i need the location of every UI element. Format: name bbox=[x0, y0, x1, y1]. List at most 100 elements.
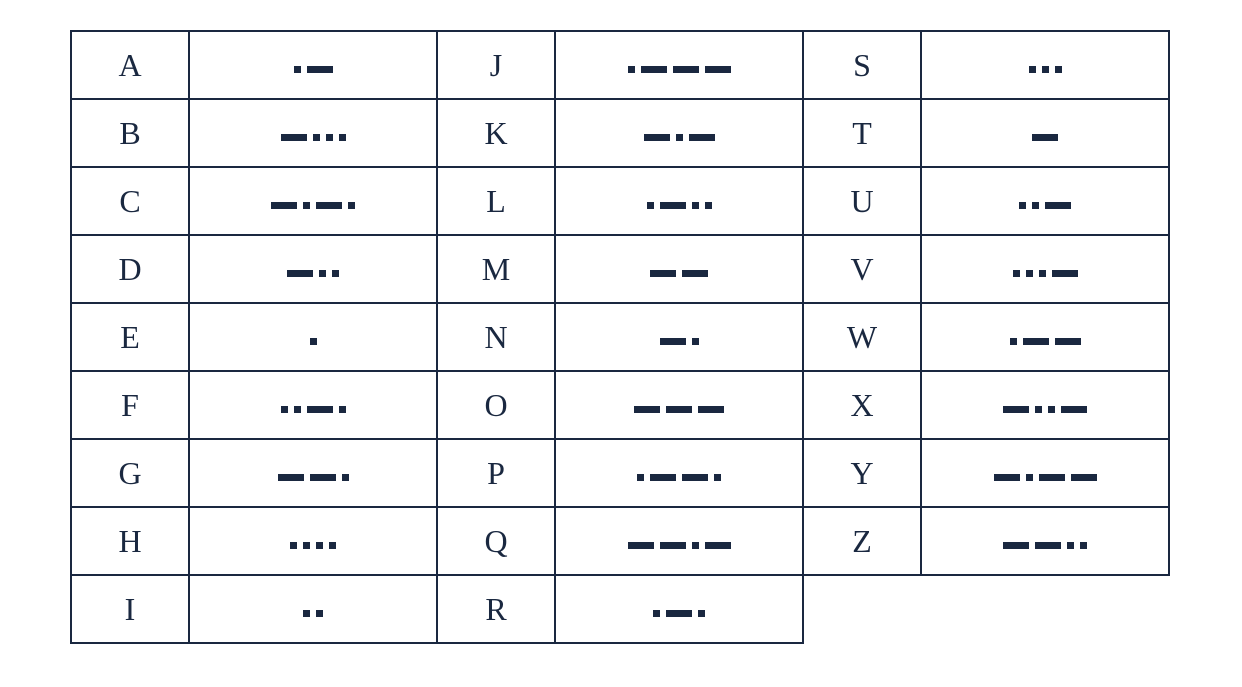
dot-icon bbox=[281, 406, 288, 413]
dot-icon bbox=[339, 134, 346, 141]
morse-code-symbols bbox=[294, 66, 333, 73]
morse-code-cell bbox=[189, 235, 437, 303]
morse-code-cell bbox=[921, 507, 1169, 575]
dot-icon bbox=[294, 406, 301, 413]
dash-icon bbox=[1055, 338, 1081, 345]
dot-icon bbox=[714, 474, 721, 481]
dot-icon bbox=[1035, 406, 1042, 413]
dot-icon bbox=[1010, 338, 1017, 345]
table-row: GPY bbox=[71, 439, 1169, 507]
morse-code-symbols bbox=[628, 66, 731, 73]
morse-code-symbols bbox=[1010, 338, 1081, 345]
morse-code-symbols bbox=[290, 542, 336, 549]
dash-icon bbox=[628, 542, 654, 549]
letter-cell: Q bbox=[437, 507, 555, 575]
dot-icon bbox=[1019, 202, 1026, 209]
letter-cell: Y bbox=[803, 439, 921, 507]
dash-icon bbox=[1071, 474, 1097, 481]
dot-icon bbox=[1032, 202, 1039, 209]
morse-code-cell bbox=[921, 99, 1169, 167]
dash-icon bbox=[1003, 542, 1029, 549]
morse-code-cell bbox=[921, 235, 1169, 303]
dash-icon bbox=[705, 542, 731, 549]
morse-code-symbols bbox=[644, 134, 715, 141]
letter-cell: J bbox=[437, 31, 555, 99]
dot-icon bbox=[303, 202, 310, 209]
dash-icon bbox=[644, 134, 670, 141]
morse-code-symbols bbox=[281, 406, 346, 413]
table-row: AJS bbox=[71, 31, 1169, 99]
morse-code-cell bbox=[189, 31, 437, 99]
dot-icon bbox=[1013, 270, 1020, 277]
morse-code-cell bbox=[189, 99, 437, 167]
dot-icon bbox=[1026, 474, 1033, 481]
morse-code-cell bbox=[189, 575, 437, 643]
letter-cell: M bbox=[437, 235, 555, 303]
letter-cell: W bbox=[803, 303, 921, 371]
dot-icon bbox=[1048, 406, 1055, 413]
morse-code-cell bbox=[555, 31, 803, 99]
dash-icon bbox=[1052, 270, 1078, 277]
morse-code-symbols bbox=[1029, 66, 1062, 73]
morse-code-cell bbox=[921, 303, 1169, 371]
dot-icon bbox=[316, 542, 323, 549]
letter-cell: R bbox=[437, 575, 555, 643]
dot-icon bbox=[342, 474, 349, 481]
dot-icon bbox=[1042, 66, 1049, 73]
dot-icon bbox=[698, 610, 705, 617]
dot-icon bbox=[1026, 270, 1033, 277]
dot-icon bbox=[310, 338, 317, 345]
morse-table-body: AJSBKTCLUDMVENWFOXGPYHQZIR bbox=[71, 31, 1169, 643]
dash-icon bbox=[666, 610, 692, 617]
dot-icon bbox=[1039, 270, 1046, 277]
dash-icon bbox=[650, 474, 676, 481]
letter-cell: A bbox=[71, 31, 189, 99]
dot-icon bbox=[705, 202, 712, 209]
letter-cell: O bbox=[437, 371, 555, 439]
dot-icon bbox=[1067, 542, 1074, 549]
morse-code-symbols bbox=[660, 338, 699, 345]
morse-code-symbols bbox=[637, 474, 721, 481]
dot-icon bbox=[692, 338, 699, 345]
morse-code-table: AJSBKTCLUDMVENWFOXGPYHQZIR bbox=[70, 30, 1170, 644]
morse-code-cell bbox=[189, 167, 437, 235]
letter-cell: U bbox=[803, 167, 921, 235]
table-row: CLU bbox=[71, 167, 1169, 235]
morse-code-symbols bbox=[994, 474, 1097, 481]
morse-code-symbols bbox=[1003, 406, 1087, 413]
morse-code-cell bbox=[555, 371, 803, 439]
dash-icon bbox=[660, 542, 686, 549]
dot-icon bbox=[1055, 66, 1062, 73]
morse-code-cell bbox=[189, 303, 437, 371]
letter-cell: P bbox=[437, 439, 555, 507]
morse-code-symbols bbox=[650, 270, 708, 277]
dash-icon bbox=[698, 406, 724, 413]
dot-icon bbox=[303, 610, 310, 617]
table-row: ENW bbox=[71, 303, 1169, 371]
dash-icon bbox=[641, 66, 667, 73]
dot-icon bbox=[326, 134, 333, 141]
morse-code-cell bbox=[555, 439, 803, 507]
dash-icon bbox=[1035, 542, 1061, 549]
dash-icon bbox=[307, 406, 333, 413]
dash-icon bbox=[316, 202, 342, 209]
morse-code-cell bbox=[555, 575, 803, 643]
table-row: HQZ bbox=[71, 507, 1169, 575]
dot-icon bbox=[339, 406, 346, 413]
dash-icon bbox=[1045, 202, 1071, 209]
morse-code-cell bbox=[921, 371, 1169, 439]
morse-code-cell bbox=[921, 575, 1169, 643]
letter-cell: F bbox=[71, 371, 189, 439]
morse-code-symbols bbox=[1019, 202, 1071, 209]
letter-cell: S bbox=[803, 31, 921, 99]
morse-code-symbols bbox=[310, 338, 317, 345]
dash-icon bbox=[650, 270, 676, 277]
morse-code-symbols bbox=[653, 610, 705, 617]
dash-icon bbox=[287, 270, 313, 277]
morse-code-cell bbox=[555, 303, 803, 371]
dash-icon bbox=[1003, 406, 1029, 413]
morse-code-symbols bbox=[287, 270, 339, 277]
dot-icon bbox=[692, 542, 699, 549]
morse-code-cell bbox=[555, 99, 803, 167]
dot-icon bbox=[348, 202, 355, 209]
